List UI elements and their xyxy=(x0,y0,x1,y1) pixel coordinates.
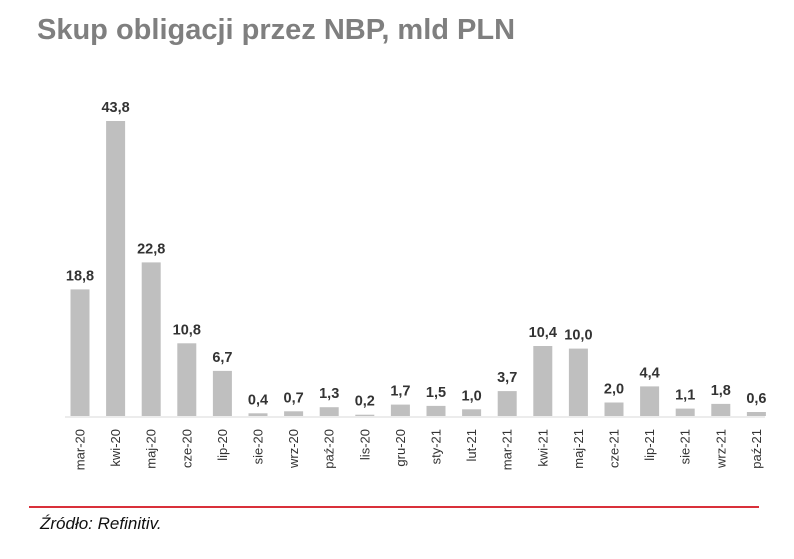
x-tick-lut-21: lut-21 xyxy=(464,429,479,462)
x-tick-lip-20: lip-20 xyxy=(215,429,230,461)
bars-group xyxy=(70,121,766,416)
bar-cze-21 xyxy=(604,402,624,416)
value-label-paź-20: 1,3 xyxy=(319,386,339,402)
value-label-lip-21: 4,4 xyxy=(640,365,660,381)
bar-lip-21 xyxy=(640,386,660,416)
bar-wrz-20 xyxy=(284,411,304,416)
bar-mar-21 xyxy=(497,391,517,416)
x-tick-sie-20: sie-20 xyxy=(251,429,266,464)
bar-gru-20 xyxy=(390,404,410,416)
x-tick-maj-20: maj-20 xyxy=(144,429,159,469)
value-label-cze-20: 10,8 xyxy=(173,322,201,338)
bar-maj-20 xyxy=(141,262,161,416)
value-label-cze-21: 2,0 xyxy=(604,382,624,398)
bar-lip-20 xyxy=(212,370,232,416)
value-label-lip-20: 6,7 xyxy=(212,350,232,366)
value-label-paź-21: 0,6 xyxy=(746,391,766,407)
bar-kwi-20 xyxy=(106,121,126,416)
value-label-mar-20: 18,8 xyxy=(66,268,94,284)
x-tick-mar-21: mar-21 xyxy=(500,429,515,470)
value-label-mar-21: 3,7 xyxy=(497,370,517,386)
value-labels-group: 18,8 43,8 22,8 10,8 6,7 0,4 0,7 1,3 0,2 1,7 1,5 1,0… xyxy=(66,100,767,410)
bar-lis-20 xyxy=(355,414,375,416)
x-tick-sty-21: sty-21 xyxy=(429,429,444,464)
bar-lut-21 xyxy=(462,409,482,416)
bar-kwi-21 xyxy=(533,346,553,416)
bar-paź-21 xyxy=(746,412,766,416)
x-tick-labels-group: mar-20 kwi-20 maj-20 cze-20 lip-20 sie-20 wrz-… xyxy=(73,429,764,470)
bar-wrz-21 xyxy=(711,403,731,416)
source-note: Źródło: Refinitiv. xyxy=(40,514,162,533)
bar-chart: 18,8 43,8 22,8 10,8 6,7 0,4 0,7 1,3 0,2 1,7 1,5 1,0… xyxy=(65,100,767,470)
value-label-sie-20: 0,4 xyxy=(248,392,268,408)
x-tick-lis-20: lis-20 xyxy=(357,429,372,460)
value-label-lut-21: 1,0 xyxy=(462,388,482,404)
x-tick-cze-21: cze-21 xyxy=(607,429,622,468)
x-tick-paź-21: paź-21 xyxy=(749,429,764,469)
x-tick-kwi-20: kwi-20 xyxy=(108,429,123,467)
bar-sty-21 xyxy=(426,405,446,416)
value-label-gru-20: 1,7 xyxy=(390,384,410,400)
bar-sie-20 xyxy=(248,413,268,416)
bar-paź-20 xyxy=(319,407,339,416)
x-tick-maj-21: maj-21 xyxy=(571,429,586,469)
x-tick-cze-20: cze-20 xyxy=(179,429,194,468)
x-tick-wrz-20: wrz-20 xyxy=(286,429,301,469)
x-tick-paź-20: paź-20 xyxy=(322,429,337,469)
value-label-kwi-20: 43,8 xyxy=(101,100,129,116)
value-label-maj-21: 10,0 xyxy=(564,328,592,344)
value-label-maj-20: 22,8 xyxy=(137,241,165,257)
x-tick-sie-21: sie-21 xyxy=(678,429,693,464)
value-label-sie-21: 1,1 xyxy=(675,388,695,404)
bar-sie-21 xyxy=(675,408,695,416)
x-tick-gru-20: gru-20 xyxy=(393,429,408,467)
value-label-wrz-20: 0,7 xyxy=(284,390,304,406)
chart-title: Skup obligacji przez NBP, mld PLN xyxy=(37,14,516,46)
value-label-sty-21: 1,5 xyxy=(426,385,446,401)
value-label-lis-20: 0,2 xyxy=(355,394,375,410)
x-tick-lip-21: lip-21 xyxy=(642,429,657,461)
value-label-wrz-21: 1,8 xyxy=(711,383,731,399)
value-label-kwi-21: 10,4 xyxy=(529,325,557,341)
bar-cze-20 xyxy=(177,343,197,416)
bar-maj-21 xyxy=(568,348,588,416)
x-tick-kwi-21: kwi-21 xyxy=(535,429,550,467)
bar-mar-20 xyxy=(70,289,90,416)
divider-line xyxy=(29,506,759,508)
x-tick-wrz-21: wrz-21 xyxy=(713,429,728,469)
x-tick-mar-20: mar-20 xyxy=(73,429,88,470)
